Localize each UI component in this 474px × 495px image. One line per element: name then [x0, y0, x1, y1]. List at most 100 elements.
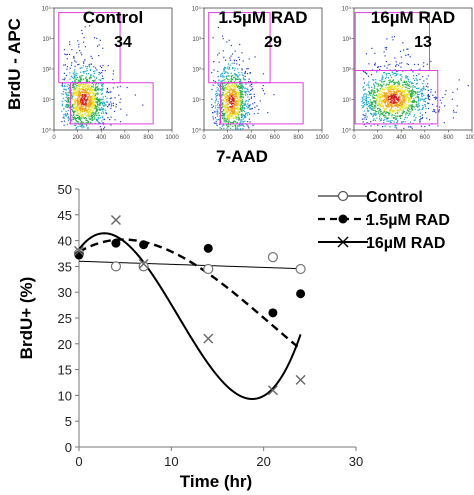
flow-event-dot [233, 89, 235, 91]
flow-event-dot [231, 110, 233, 112]
flow-event-dot [93, 98, 95, 100]
flow-event-dot [440, 102, 443, 104]
flow-event-dot [240, 89, 242, 92]
flow-event-dot [240, 102, 242, 104]
flow-event-dot [374, 106, 376, 108]
flow-event-dot [61, 110, 63, 112]
flow-event-dot [89, 105, 91, 107]
flow-event-dot [228, 89, 230, 91]
flow-event-dot [234, 117, 237, 119]
flow-event-dot [400, 79, 402, 81]
flow-event-dot [247, 112, 249, 114]
flow-event-dot [419, 120, 421, 122]
flow-event-dot [80, 99, 82, 101]
flow-event-dot [402, 110, 404, 112]
flow-event-dot [227, 106, 230, 108]
flow-event-dot [234, 79, 237, 81]
flow-event-dot [104, 95, 107, 97]
flow-event-dot [389, 96, 391, 98]
flow-event-dot [229, 57, 231, 59]
flow-event-dot [94, 117, 96, 119]
flow-event-dot [387, 91, 389, 93]
flow-event-dot [390, 100, 392, 102]
flow-event-dot [87, 93, 89, 95]
flow-event-dot [373, 85, 375, 87]
flow-event-dot [392, 90, 394, 92]
flow-y-tick-label: 10¹ [42, 98, 51, 104]
flow-event-dot [102, 118, 104, 120]
flow-event-dot [363, 101, 365, 103]
flow-event-dot [403, 127, 405, 129]
flow-event-dot [82, 86, 85, 88]
flow-event-dot [387, 64, 389, 66]
flow-event-dot [222, 38, 224, 40]
flow-event-dot [78, 46, 80, 48]
flow-event-dot [79, 67, 81, 69]
flow-event-dot [230, 114, 232, 116]
flow-event-dot [217, 82, 219, 84]
flow-event-dot [418, 91, 421, 93]
flow-event-dot [78, 94, 80, 96]
flow-event-dot [63, 49, 65, 51]
flow-event-dot [258, 109, 260, 111]
chart-x-tick-label: 10 [164, 454, 178, 469]
flow-event-dot [216, 125, 218, 127]
flow-event-dot [424, 104, 426, 106]
flow-event-dot [76, 72, 78, 74]
flow-event-dot [74, 103, 76, 105]
flow-event-dot [401, 114, 403, 117]
flow-event-dot [378, 110, 380, 112]
flow-event-dot [65, 104, 67, 106]
flow-event-dot [395, 88, 397, 90]
flow-event-dot [63, 120, 66, 122]
flow-event-dot [61, 103, 63, 105]
flow-event-dot [101, 108, 103, 110]
flow-event-dot [67, 113, 69, 116]
flow-event-dot [76, 82, 79, 84]
flow-event-dot [61, 100, 63, 102]
flow-event-dot [71, 95, 73, 98]
flow-event-dot [84, 95, 86, 98]
flow-event-dot [414, 100, 416, 102]
flow-event-dot [82, 111, 84, 113]
flow-event-dot [92, 84, 95, 86]
flow-event-dot [78, 92, 80, 94]
flow-event-dot [388, 113, 390, 115]
flow-event-dot [419, 78, 421, 81]
flow-event-dot [407, 78, 409, 80]
flow-event-dot [71, 49, 73, 51]
flow-event-dot [237, 76, 239, 78]
flow-event-dot [90, 92, 92, 94]
flow-event-dot [402, 96, 405, 98]
flow-event-dot [78, 107, 81, 109]
flow-event-dot [233, 99, 235, 101]
flow-event-dot [74, 106, 76, 108]
flow-event-dot [223, 69, 225, 71]
flow-event-dot [227, 103, 229, 105]
flow-event-dot [92, 86, 95, 88]
flow-event-dot [400, 102, 402, 104]
flow-event-dot [81, 110, 83, 112]
flow-event-dot [223, 97, 225, 99]
flow-event-dot [223, 115, 225, 117]
flow-event-dot [411, 109, 413, 111]
flow-event-dot [377, 94, 379, 96]
flow-event-dot [388, 117, 390, 119]
flow-event-dot [384, 93, 386, 95]
flow-event-dot [239, 101, 241, 103]
flow-event-dot [75, 128, 77, 130]
flow-event-dot [372, 106, 374, 108]
flow-event-dot [400, 108, 402, 110]
flow-event-dot [70, 108, 73, 110]
flow-event-dot [92, 97, 94, 99]
flow-event-dot [394, 69, 396, 71]
flow-event-dot [467, 85, 469, 87]
flow-event-dot [84, 100, 86, 102]
flow-event-dot [241, 68, 243, 70]
flow-event-dot [227, 118, 229, 120]
flow-event-dot [77, 64, 79, 66]
flow-event-dot [233, 90, 235, 92]
chart-y-tick-label: 40 [58, 234, 72, 249]
flow-event-dot [241, 124, 243, 126]
flow-event-dot [386, 46, 388, 49]
